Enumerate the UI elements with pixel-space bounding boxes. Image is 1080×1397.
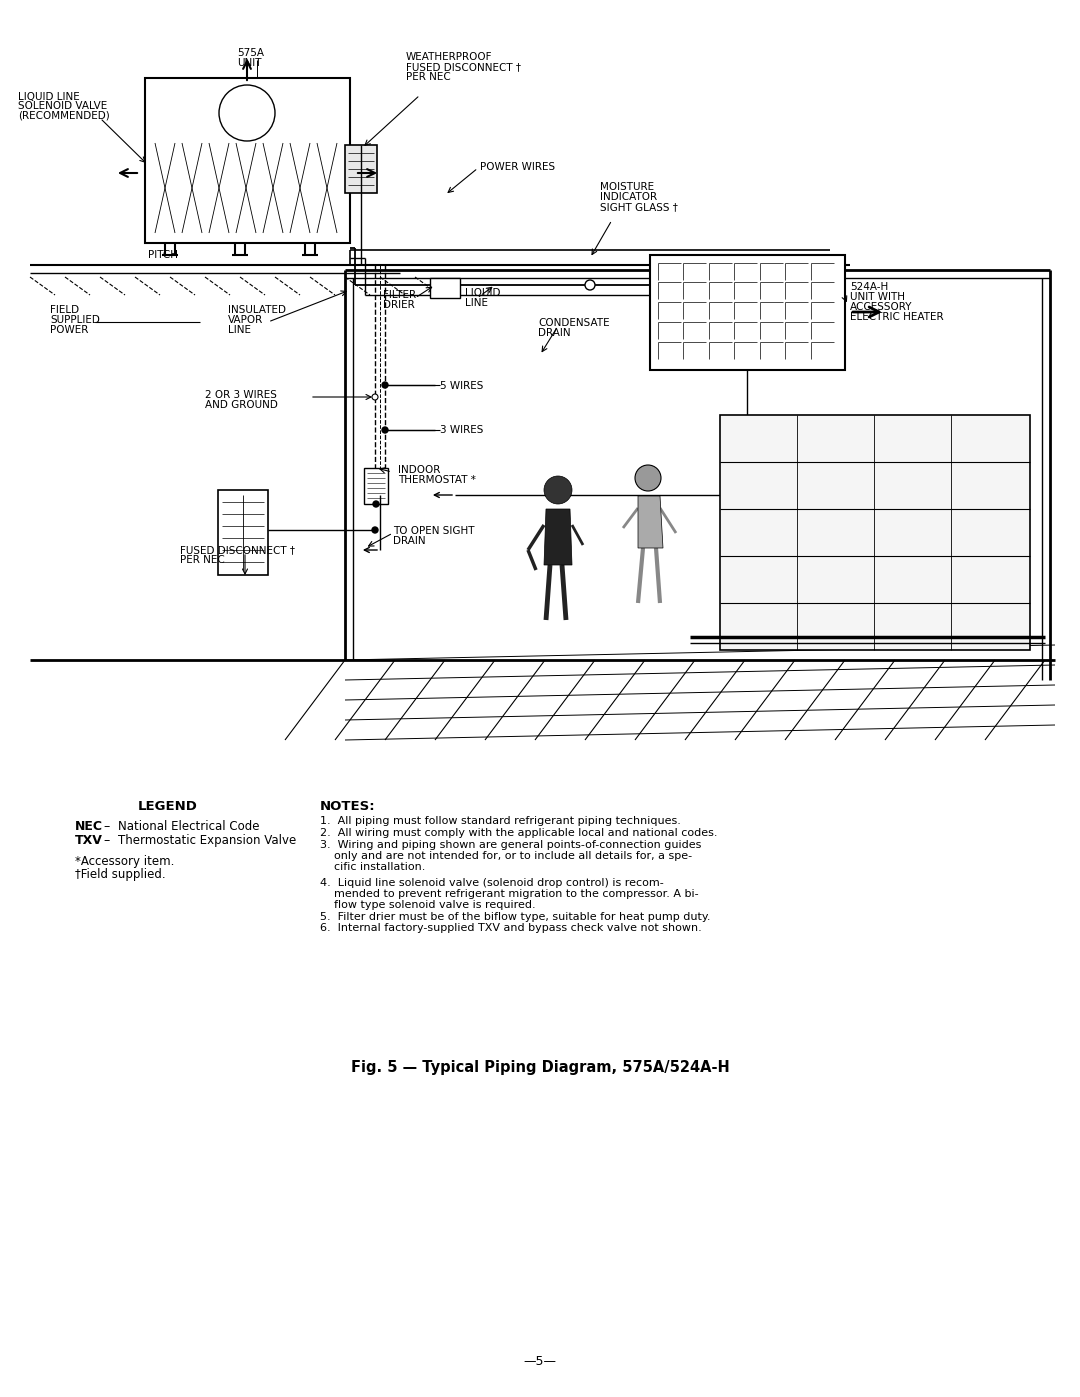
Text: POWER WIRES: POWER WIRES bbox=[480, 162, 555, 172]
Circle shape bbox=[382, 427, 388, 433]
Text: —5—: —5— bbox=[524, 1355, 556, 1368]
Bar bbox=[218, 490, 268, 576]
Text: PER NEC: PER NEC bbox=[180, 555, 225, 564]
Text: FIELD: FIELD bbox=[50, 305, 79, 314]
Text: 5.  Filter drier must be of the biflow type, suitable for heat pump duty.: 5. Filter drier must be of the biflow ty… bbox=[320, 912, 711, 922]
Text: LIQUID LINE: LIQUID LINE bbox=[18, 92, 80, 102]
Text: PER NEC: PER NEC bbox=[406, 73, 450, 82]
Text: 3.  Wiring and piping shown are general points-of-connection guides: 3. Wiring and piping shown are general p… bbox=[320, 840, 701, 849]
Text: 2 OR 3 WIRES: 2 OR 3 WIRES bbox=[205, 390, 276, 400]
Text: FUSED DISCONNECT †: FUSED DISCONNECT † bbox=[180, 545, 295, 555]
Text: flow type solenoid valve is required.: flow type solenoid valve is required. bbox=[320, 900, 536, 909]
Text: –: – bbox=[103, 834, 109, 847]
Text: DRAIN: DRAIN bbox=[538, 328, 570, 338]
Text: 4.  Liquid line solenoid valve (solenoid drop control) is recom-: 4. Liquid line solenoid valve (solenoid … bbox=[320, 877, 664, 888]
Text: PITCH: PITCH bbox=[148, 250, 178, 260]
Text: Thermostatic Expansion Valve: Thermostatic Expansion Valve bbox=[118, 834, 296, 847]
Text: LINE: LINE bbox=[228, 326, 251, 335]
Text: LEGEND: LEGEND bbox=[138, 800, 198, 813]
Text: VAPOR: VAPOR bbox=[228, 314, 264, 326]
Circle shape bbox=[635, 465, 661, 490]
Text: Fig. 5 — Typical Piping Diagram, 575A/524A-H: Fig. 5 — Typical Piping Diagram, 575A/52… bbox=[351, 1060, 729, 1076]
Text: ACCESSORY: ACCESSORY bbox=[850, 302, 913, 312]
Text: 524A-H: 524A-H bbox=[850, 282, 888, 292]
Text: INDOOR: INDOOR bbox=[399, 465, 441, 475]
Bar bbox=[364, 468, 388, 504]
Text: SIGHT GLASS †: SIGHT GLASS † bbox=[600, 203, 678, 212]
Text: WEATHERPROOF: WEATHERPROOF bbox=[406, 52, 492, 61]
Text: FILTER: FILTER bbox=[383, 291, 416, 300]
Text: CONDENSATE: CONDENSATE bbox=[538, 319, 609, 328]
Polygon shape bbox=[544, 509, 572, 564]
Text: UNIT WITH: UNIT WITH bbox=[850, 292, 905, 302]
Circle shape bbox=[372, 527, 378, 534]
Circle shape bbox=[382, 381, 388, 388]
Text: ELECTRIC HEATER: ELECTRIC HEATER bbox=[850, 312, 944, 321]
Text: TO OPEN SIGHT: TO OPEN SIGHT bbox=[393, 527, 474, 536]
Text: INSULATED: INSULATED bbox=[228, 305, 286, 314]
Text: THERMOSTAT *: THERMOSTAT * bbox=[399, 475, 476, 485]
Text: 2.  All wiring must comply with the applicable local and national codes.: 2. All wiring must comply with the appli… bbox=[320, 828, 717, 838]
Bar bbox=[145, 78, 350, 243]
Text: 5 WIRES: 5 WIRES bbox=[440, 381, 484, 391]
Text: *Accessory item.: *Accessory item. bbox=[75, 855, 174, 868]
Text: NEC: NEC bbox=[75, 820, 103, 833]
Text: DRAIN: DRAIN bbox=[393, 536, 426, 546]
Text: National Electrical Code: National Electrical Code bbox=[118, 820, 259, 833]
Bar bbox=[720, 415, 1030, 650]
Text: (RECOMMENDED): (RECOMMENDED) bbox=[18, 110, 110, 120]
Text: AND GROUND: AND GROUND bbox=[205, 400, 278, 409]
Circle shape bbox=[373, 502, 379, 507]
Text: LIQUID: LIQUID bbox=[465, 288, 500, 298]
Text: FUSED DISCONNECT †: FUSED DISCONNECT † bbox=[406, 61, 521, 73]
Bar bbox=[430, 278, 460, 298]
Bar bbox=[650, 256, 845, 370]
Text: POWER: POWER bbox=[50, 326, 89, 335]
Text: 3 WIRES: 3 WIRES bbox=[440, 425, 484, 434]
Bar bbox=[345, 145, 377, 193]
Text: only and are not intended for, or to include all details for, a spe-: only and are not intended for, or to inc… bbox=[320, 851, 692, 861]
Text: LINE: LINE bbox=[465, 298, 488, 307]
Text: 575A: 575A bbox=[237, 47, 264, 59]
Text: NOTES:: NOTES: bbox=[320, 800, 376, 813]
Text: mended to prevent refrigerant migration to the compressor. A bi-: mended to prevent refrigerant migration … bbox=[320, 888, 699, 900]
Circle shape bbox=[585, 279, 595, 291]
Text: 1.  All piping must follow standard refrigerant piping techniques.: 1. All piping must follow standard refri… bbox=[320, 816, 680, 826]
Circle shape bbox=[544, 476, 572, 504]
Text: DRIER: DRIER bbox=[383, 300, 415, 310]
Polygon shape bbox=[638, 496, 663, 548]
Text: UNIT: UNIT bbox=[237, 59, 261, 68]
Text: †Field supplied.: †Field supplied. bbox=[75, 868, 165, 882]
Text: 6.  Internal factory-supplied TXV and bypass check valve not shown.: 6. Internal factory-supplied TXV and byp… bbox=[320, 923, 702, 933]
Text: –: – bbox=[103, 820, 109, 833]
Text: SOLENOID VALVE: SOLENOID VALVE bbox=[18, 101, 107, 110]
Circle shape bbox=[372, 394, 378, 400]
Circle shape bbox=[219, 85, 275, 141]
Text: INDICATOR: INDICATOR bbox=[600, 191, 657, 203]
Text: SUPPLIED: SUPPLIED bbox=[50, 314, 99, 326]
Text: cific installation.: cific installation. bbox=[320, 862, 426, 872]
Text: TXV: TXV bbox=[75, 834, 103, 847]
Text: MOISTURE: MOISTURE bbox=[600, 182, 654, 191]
